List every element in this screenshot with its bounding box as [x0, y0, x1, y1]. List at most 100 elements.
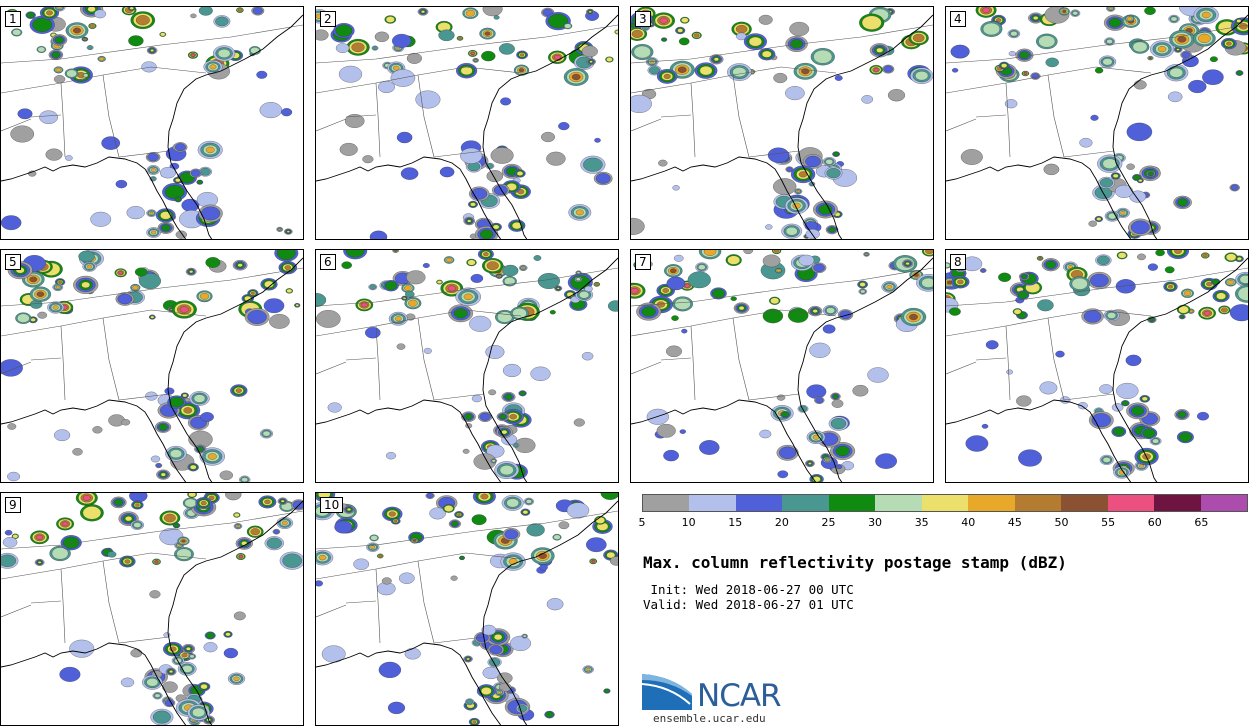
reflectivity-cell [388, 511, 396, 517]
state-border [748, 150, 800, 158]
member-panel-1[interactable]: 1 [0, 6, 304, 240]
reflectivity-cell [284, 265, 292, 270]
reflectivity-cell [584, 285, 593, 292]
reflectivity-cell [484, 31, 491, 36]
reflectivity-cell [327, 402, 342, 413]
logo-url[interactable]: ensemble.ucar.edu [653, 712, 766, 725]
reflectivity-cell [631, 288, 639, 294]
reflectivity-cell [370, 535, 378, 541]
reflectivity-cell [761, 50, 772, 58]
reflectivity-cell [1039, 381, 1058, 395]
reflectivity-cell [175, 230, 187, 239]
member-map [631, 250, 933, 482]
reflectivity-cell [558, 521, 570, 530]
reflectivity-cell [118, 271, 123, 275]
reflectivity-cell [947, 280, 952, 285]
state-border [1047, 317, 1065, 401]
reflectivity-cell [160, 211, 172, 220]
reflectivity-cell [985, 340, 999, 350]
reflectivity-cell [186, 647, 191, 651]
reflectivity-cell [1142, 428, 1156, 438]
coastline [316, 500, 618, 725]
member-panel-4[interactable]: 4 [945, 6, 1249, 240]
reflectivity-cell [1055, 350, 1065, 358]
reflectivity-cell [604, 688, 610, 694]
reflectivity-cell [81, 281, 91, 289]
member-panel-7[interactable]: 7 [630, 249, 934, 483]
reflectivity-cell [10, 125, 35, 143]
reflectivity-cell [90, 211, 112, 227]
reflectivity-cell [2, 537, 18, 548]
reflectivity-cell [566, 502, 590, 519]
reflectivity-cell [693, 33, 700, 38]
reflectivity-cell [426, 493, 434, 499]
reflectivity-cell [1090, 273, 1109, 288]
reflectivity-cell [1130, 220, 1150, 235]
reflectivity-cell [813, 49, 833, 64]
reflectivity-cell [498, 43, 515, 55]
ncar-logo[interactable] [641, 670, 802, 726]
reflectivity-cell [615, 30, 618, 34]
reflectivity-cell [831, 399, 844, 408]
colorbar-swatch [1200, 495, 1248, 511]
colorbar-swatch [875, 495, 922, 511]
reflectivity-cell [135, 15, 150, 26]
reflectivity-cell [656, 423, 676, 438]
reflectivity-cell [200, 500, 207, 506]
reflectivity-cell [1202, 253, 1208, 258]
member-panel-2[interactable]: 2 [315, 6, 619, 240]
reflectivity-cell [541, 131, 555, 143]
colorbar-swatch [643, 495, 690, 511]
reflectivity-cell [641, 306, 656, 317]
reflectivity-cell [1177, 198, 1188, 207]
reflectivity-cell [575, 209, 584, 216]
reflectivity-cell [703, 250, 717, 256]
reflectivity-cell [225, 632, 231, 637]
reflectivity-cell [1107, 312, 1117, 319]
reflectivity-cell [316, 29, 329, 41]
reflectivity-cell [335, 24, 353, 37]
reflectivity-cell [181, 539, 186, 543]
ncar-swoosh-icon [641, 674, 692, 710]
member-panel-5[interactable]: 5 [0, 249, 304, 483]
member-panel-6[interactable]: 6 [315, 249, 619, 483]
reflectivity-cell [887, 89, 906, 102]
reflectivity-cell [1181, 51, 1191, 59]
reflectivity-cell [335, 43, 350, 53]
reflectivity-cell [759, 429, 772, 439]
colorbar-swatch [1107, 495, 1155, 511]
state-border [375, 325, 381, 401]
reflectivity-cell [1117, 252, 1127, 259]
reflectivity-cell [281, 520, 288, 526]
reflectivity-cell [316, 580, 323, 587]
reflectivity-cell [276, 250, 296, 260]
reflectivity-cell [489, 658, 501, 667]
reflectivity-cell [177, 544, 181, 547]
reflectivity-cell [497, 311, 513, 323]
reflectivity-cell [573, 418, 585, 427]
reflectivity-cell [1115, 279, 1136, 294]
state-border [102, 560, 120, 644]
reflectivity-cell [554, 54, 561, 60]
coastline [316, 257, 618, 482]
reflectivity-cell [493, 15, 500, 20]
reflectivity-cell [459, 556, 465, 560]
reflectivity-cell [546, 151, 566, 166]
member-panel-3[interactable]: 3 [630, 6, 934, 240]
coastline [631, 257, 933, 482]
member-panel-9[interactable]: 9 [0, 492, 304, 726]
member-panel-10[interactable]: 10 [315, 492, 619, 726]
member-panel-8[interactable]: 8 [945, 249, 1249, 483]
reflectivity-cell [250, 528, 260, 536]
reflectivity-cell [1090, 114, 1099, 121]
reflectivity-cell [199, 292, 210, 300]
state-border [1, 24, 303, 64]
reflectivity-cell [1121, 400, 1129, 406]
reflectivity-cell [181, 198, 200, 212]
reflectivity-cell [1167, 91, 1183, 103]
state-border [1005, 82, 1011, 158]
reflectivity-cell [51, 51, 61, 58]
state-border [375, 82, 381, 158]
colorbar-swatch [921, 495, 969, 511]
reflectivity-cell [591, 560, 595, 563]
